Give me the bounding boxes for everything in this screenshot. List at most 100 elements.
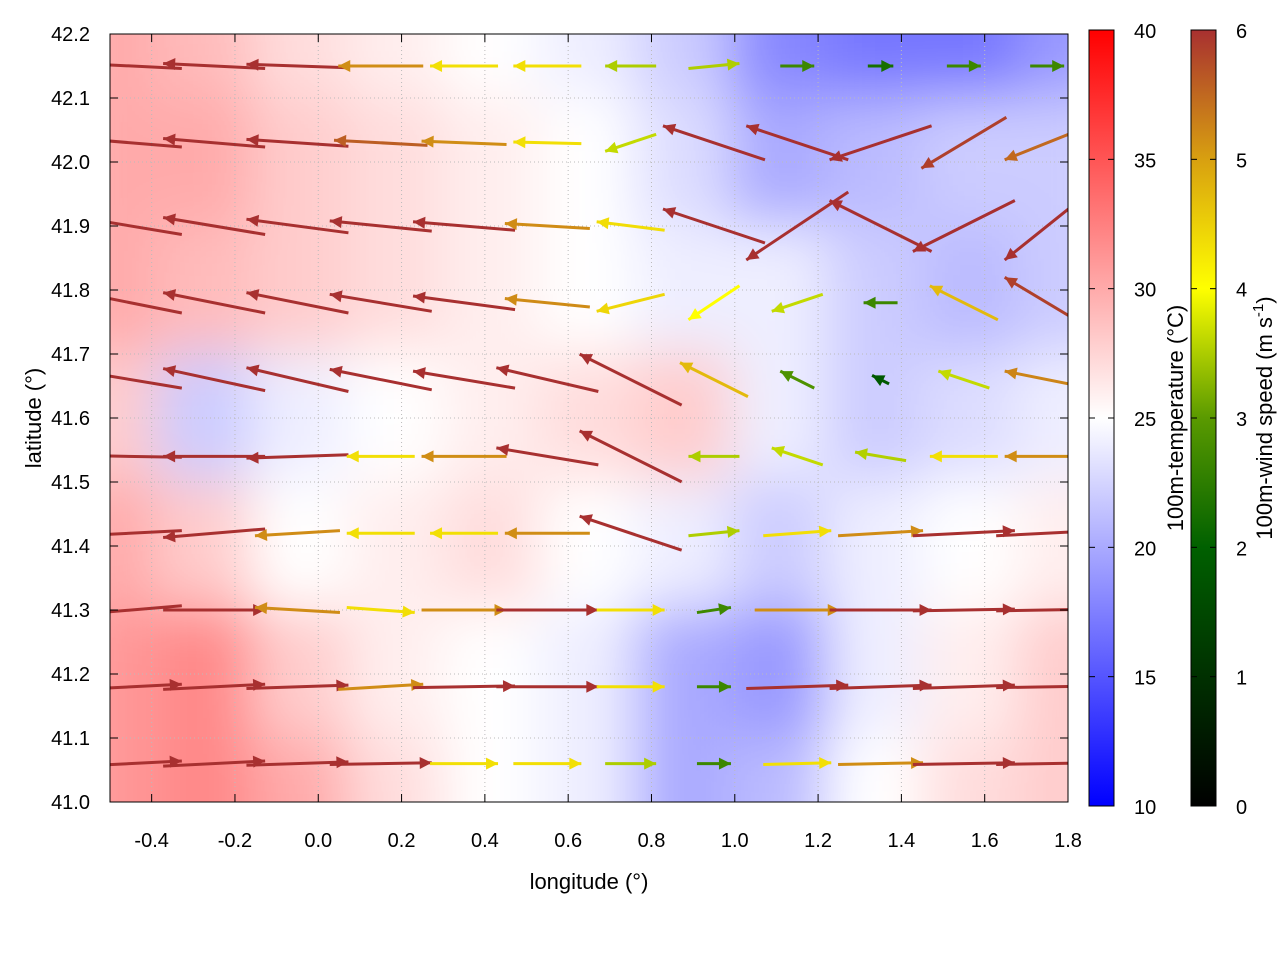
- wind-vector-shaft: [912, 199, 1016, 253]
- wind-vector-shaft: [412, 294, 516, 312]
- wind-vector-shaft: [1003, 276, 1068, 318]
- wind-vector-head: [726, 525, 740, 538]
- wind-vector-head: [163, 213, 176, 226]
- heatmap-cell: [251, 736, 352, 802]
- wind-vector-head: [80, 367, 93, 379]
- x-tick-label: 1.4: [887, 830, 915, 852]
- heatmap-cell: [730, 96, 831, 228]
- x-axis-ticks: -0.4 -0.2 0.0 0.2 0.4 0.6 0.8 1.0 1.2 1.4 1.6 1.8: [134, 34, 1082, 852]
- wind-vector-shaft: [1003, 207, 1068, 262]
- wind-vector-head: [329, 290, 343, 303]
- wind-vector-head: [569, 757, 582, 770]
- wind-vector: [1004, 450, 1068, 463]
- heatmap-cell: [155, 96, 256, 228]
- wind-vector-shaft: [412, 369, 516, 390]
- wind-vector-head: [246, 214, 260, 227]
- wind-colorbar-ticks: 0 1 2 3 4 5 6: [1191, 21, 1247, 819]
- wind-vector-head: [1004, 450, 1017, 463]
- wind-vector: [513, 60, 582, 72]
- wind-vector-head: [430, 527, 443, 540]
- wind-vector-head: [605, 141, 619, 154]
- wind-vector: [412, 291, 516, 312]
- wind-vector-head: [652, 680, 665, 693]
- wind-vector-shaft: [996, 684, 1068, 690]
- colorbar-tick-label: 5: [1236, 150, 1247, 172]
- wind-vector: [605, 60, 657, 72]
- wind-vector-head: [513, 136, 526, 149]
- heatmap-cell: [1018, 736, 1068, 802]
- wind-vector-head: [504, 293, 518, 306]
- wind-vector-shaft: [1004, 369, 1068, 386]
- colorbar-tick-label: 1: [1236, 668, 1247, 690]
- wind-vector-head: [726, 58, 740, 71]
- wind-label-sup: -1: [1250, 304, 1267, 317]
- y-tick-label: 41.6: [51, 408, 90, 430]
- wind-vector: [421, 135, 507, 148]
- wind-vector: [829, 124, 933, 162]
- wind-vector-shaft: [163, 682, 266, 691]
- wind-vector-head: [1004, 149, 1019, 161]
- heatmap-cell: [634, 224, 735, 356]
- wind-vector-shaft: [163, 61, 266, 71]
- wind-vector-head: [486, 757, 499, 770]
- wind-vector: [763, 757, 832, 770]
- colorbar-tick-label: 3: [1236, 409, 1247, 431]
- wind-vector-head: [246, 289, 260, 301]
- heatmap-cell: [826, 34, 927, 100]
- wind-vector-head: [163, 530, 176, 543]
- heatmap-cell: [730, 608, 831, 740]
- heatmap-cell: [922, 736, 1023, 802]
- heatmap-cell: [826, 224, 927, 356]
- wind-vector: [605, 757, 657, 770]
- wind-vector: [920, 116, 1008, 170]
- wind-vector-head: [718, 680, 731, 693]
- wind-vector: [162, 365, 266, 393]
- wind-vector: [996, 608, 1068, 613]
- wind-vector-head: [1004, 367, 1018, 380]
- wind-vector-head: [596, 302, 610, 315]
- wind-vector-head: [496, 443, 510, 456]
- wind-vector-head: [938, 369, 952, 381]
- wind-vector-head: [421, 450, 434, 463]
- wind-vector: [1030, 60, 1065, 72]
- wind-vector-head: [163, 133, 176, 146]
- heatmap-cell: [347, 736, 448, 802]
- wind-vector-head: [746, 248, 760, 260]
- wind-vector-head: [855, 448, 868, 461]
- wind-vector: [854, 448, 907, 463]
- wind-vector: [745, 123, 849, 162]
- wind-vector-head: [929, 450, 942, 463]
- wind-vector-shaft: [110, 297, 183, 315]
- wind-vector: [338, 60, 424, 72]
- wind-vector-shaft: [110, 139, 182, 149]
- temperature-colorbar-ticks: 10 15 20 25 30 35 40: [1089, 21, 1156, 819]
- wind-vector: [346, 450, 415, 463]
- wind-vector-head: [605, 60, 618, 72]
- wind-vector: [496, 443, 599, 467]
- colorbar-tick-label: 35: [1134, 150, 1156, 172]
- wind-vector-head: [419, 756, 432, 769]
- y-axis-ticks: 41.0 41.1 41.2 41.3 41.4 41.5 41.6 41.7 41.8 41.9…: [51, 24, 1068, 814]
- y-tick-label: 41.3: [51, 600, 90, 622]
- wind-vector-head: [333, 134, 347, 147]
- wind-vector-head: [163, 450, 176, 463]
- wind-vector: [779, 369, 815, 390]
- wind-vector: [996, 761, 1068, 766]
- wind-vector-head: [771, 446, 786, 458]
- heatmap-cell: [922, 96, 1023, 228]
- wind-vector-head: [872, 375, 886, 387]
- heatmap-cell: [251, 34, 352, 100]
- wind-vector: [937, 369, 990, 390]
- wind-vector-head: [802, 60, 815, 72]
- wind-vector-head: [413, 216, 426, 229]
- wind-vector: [430, 757, 499, 770]
- wind-vector-head: [421, 135, 434, 148]
- wind-vector-head: [718, 757, 731, 770]
- wind-vector: [246, 289, 349, 315]
- wind-vector-shaft: [996, 761, 1068, 766]
- wind-vector-shaft: [421, 139, 507, 146]
- wind-vector: [780, 60, 815, 72]
- wind-vector: [110, 297, 183, 315]
- wind-vector-head: [688, 308, 702, 320]
- wind-vector-head: [1004, 247, 1018, 260]
